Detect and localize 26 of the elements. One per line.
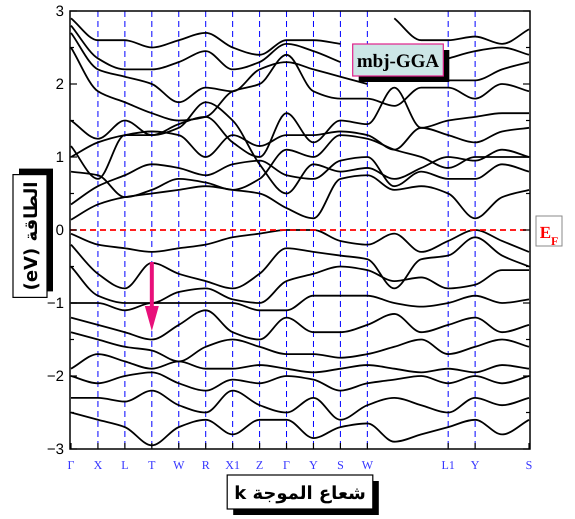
x-tick-label: W (362, 458, 374, 472)
y-tick-label: 2 (56, 76, 64, 93)
x-tick-label: Y (309, 458, 318, 472)
annotation: mbj-GGA (356, 51, 440, 72)
y-tick-label: 3 (56, 3, 64, 20)
y-tick-label: 1 (56, 149, 64, 166)
y-tick-label: −2 (46, 368, 64, 385)
x-tick-label: Γ (68, 458, 75, 472)
x-tick-label: Y (470, 458, 480, 472)
x-axis-title: شعاع الموجة k (234, 483, 366, 504)
x-tick-label: Γ (283, 458, 290, 472)
x-tick-label: X1 (225, 458, 240, 472)
x-tick-label: L (121, 458, 129, 472)
y-tick-label: −1 (46, 295, 64, 312)
x-tick-label: X (94, 458, 103, 472)
y-axis-title: الطاقة (eV) (21, 182, 42, 290)
y-tick-label: −3 (46, 441, 64, 458)
x-tick-label: S (526, 458, 532, 472)
y-tick-label: 0 (56, 222, 64, 239)
x-tick-label: L1 (442, 458, 455, 472)
x-tick-label: T (148, 458, 156, 472)
x-tick-label: W (173, 458, 186, 472)
x-tick-label: Z (256, 458, 264, 472)
x-tick-label: S (337, 458, 344, 472)
x-tick-label: R (202, 458, 210, 472)
ref-line-label: E$_{F}$ (540, 223, 558, 248)
